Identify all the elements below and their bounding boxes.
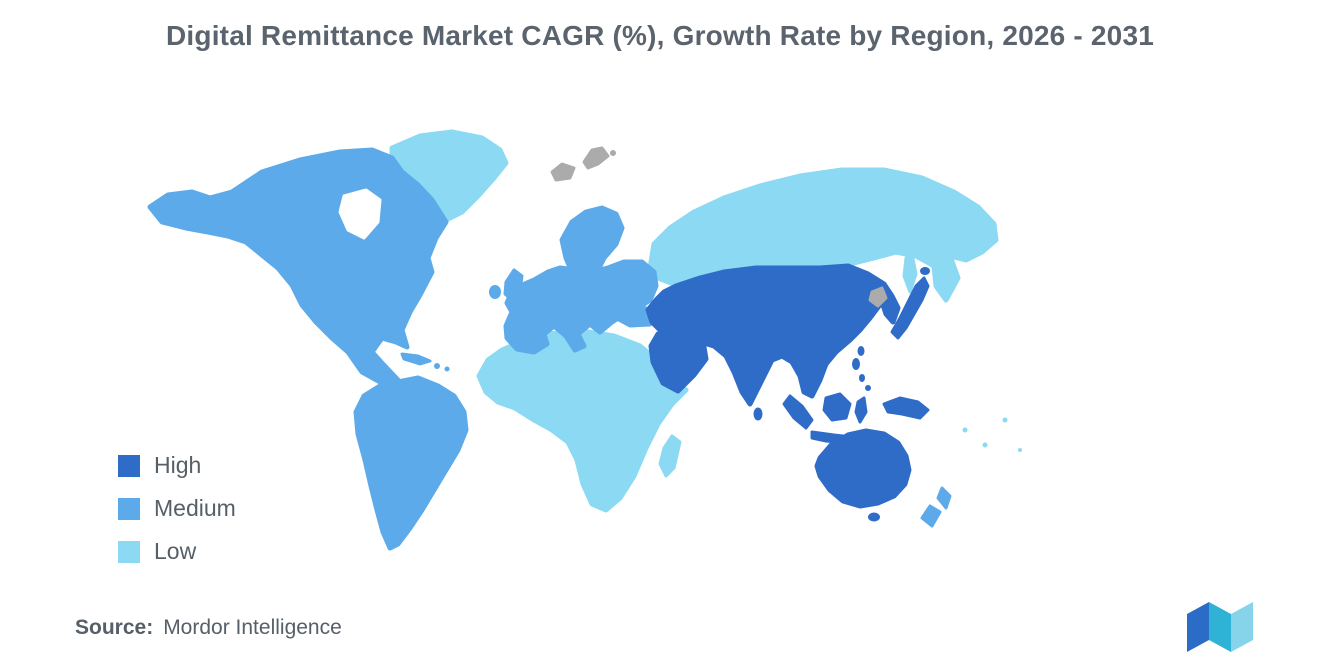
source-label: Source: [75,616,154,639]
region-hokkaido [920,267,930,275]
region-svalbard [582,146,610,170]
region-japan [890,276,930,340]
legend-item-high: High [118,452,236,479]
pacific-island [982,442,988,448]
pacific-island [1018,448,1022,452]
region-madagascar [658,434,682,478]
region-new-zealand-north [936,486,952,510]
region-north-korea [868,286,888,308]
mordor-intelligence-logo [1187,602,1253,652]
legend: High Medium Low [118,452,236,581]
legend-swatch-low [118,540,140,563]
region-ireland [489,285,501,299]
region-caribbean-island [444,366,450,372]
legend-item-medium: Medium [118,495,236,522]
region-philippines [865,385,871,391]
region-uk [503,268,524,302]
region-sakhalin [902,252,918,294]
region-borneo [822,392,852,422]
pacific-island [962,427,968,433]
hudson-bay [338,188,382,240]
logo-right-ribbon [1231,602,1253,652]
region-caribbean-island [434,363,440,369]
region-sumatra [782,394,814,430]
region-new-zealand-south [920,504,942,528]
legend-label-medium: Medium [154,495,236,521]
logo-mid-ribbon [1209,602,1231,652]
region-scandinavia [559,205,625,291]
region-australia [814,428,912,509]
region-south-america [353,375,469,551]
source-line: Source: Mordor Intelligence [75,616,342,640]
region-svalbard-island [610,150,616,156]
region-taiwan [857,346,865,356]
legend-label-low: Low [154,538,197,564]
region-new-guinea [882,396,930,420]
region-iceland [550,162,576,182]
legend-swatch-high [118,454,140,477]
legend-item-low: Low [118,538,236,565]
region-sulawesi [854,396,868,424]
region-north-america [147,147,449,407]
region-sri-lanka [753,407,763,421]
region-philippines [852,358,860,370]
region-arabia [648,324,709,394]
legend-swatch-medium [118,497,140,520]
logo-left-ribbon [1187,602,1209,652]
chart-title: Digital Remittance Market CAGR (%), Grow… [165,20,1154,51]
region-africa [476,328,689,513]
region-cuba [400,352,432,366]
source-text: Mordor Intelligence [163,616,342,639]
region-tasmania [868,512,880,522]
legend-label-high: High [154,452,202,478]
region-philippines [859,374,865,382]
pacific-island [1002,417,1008,423]
